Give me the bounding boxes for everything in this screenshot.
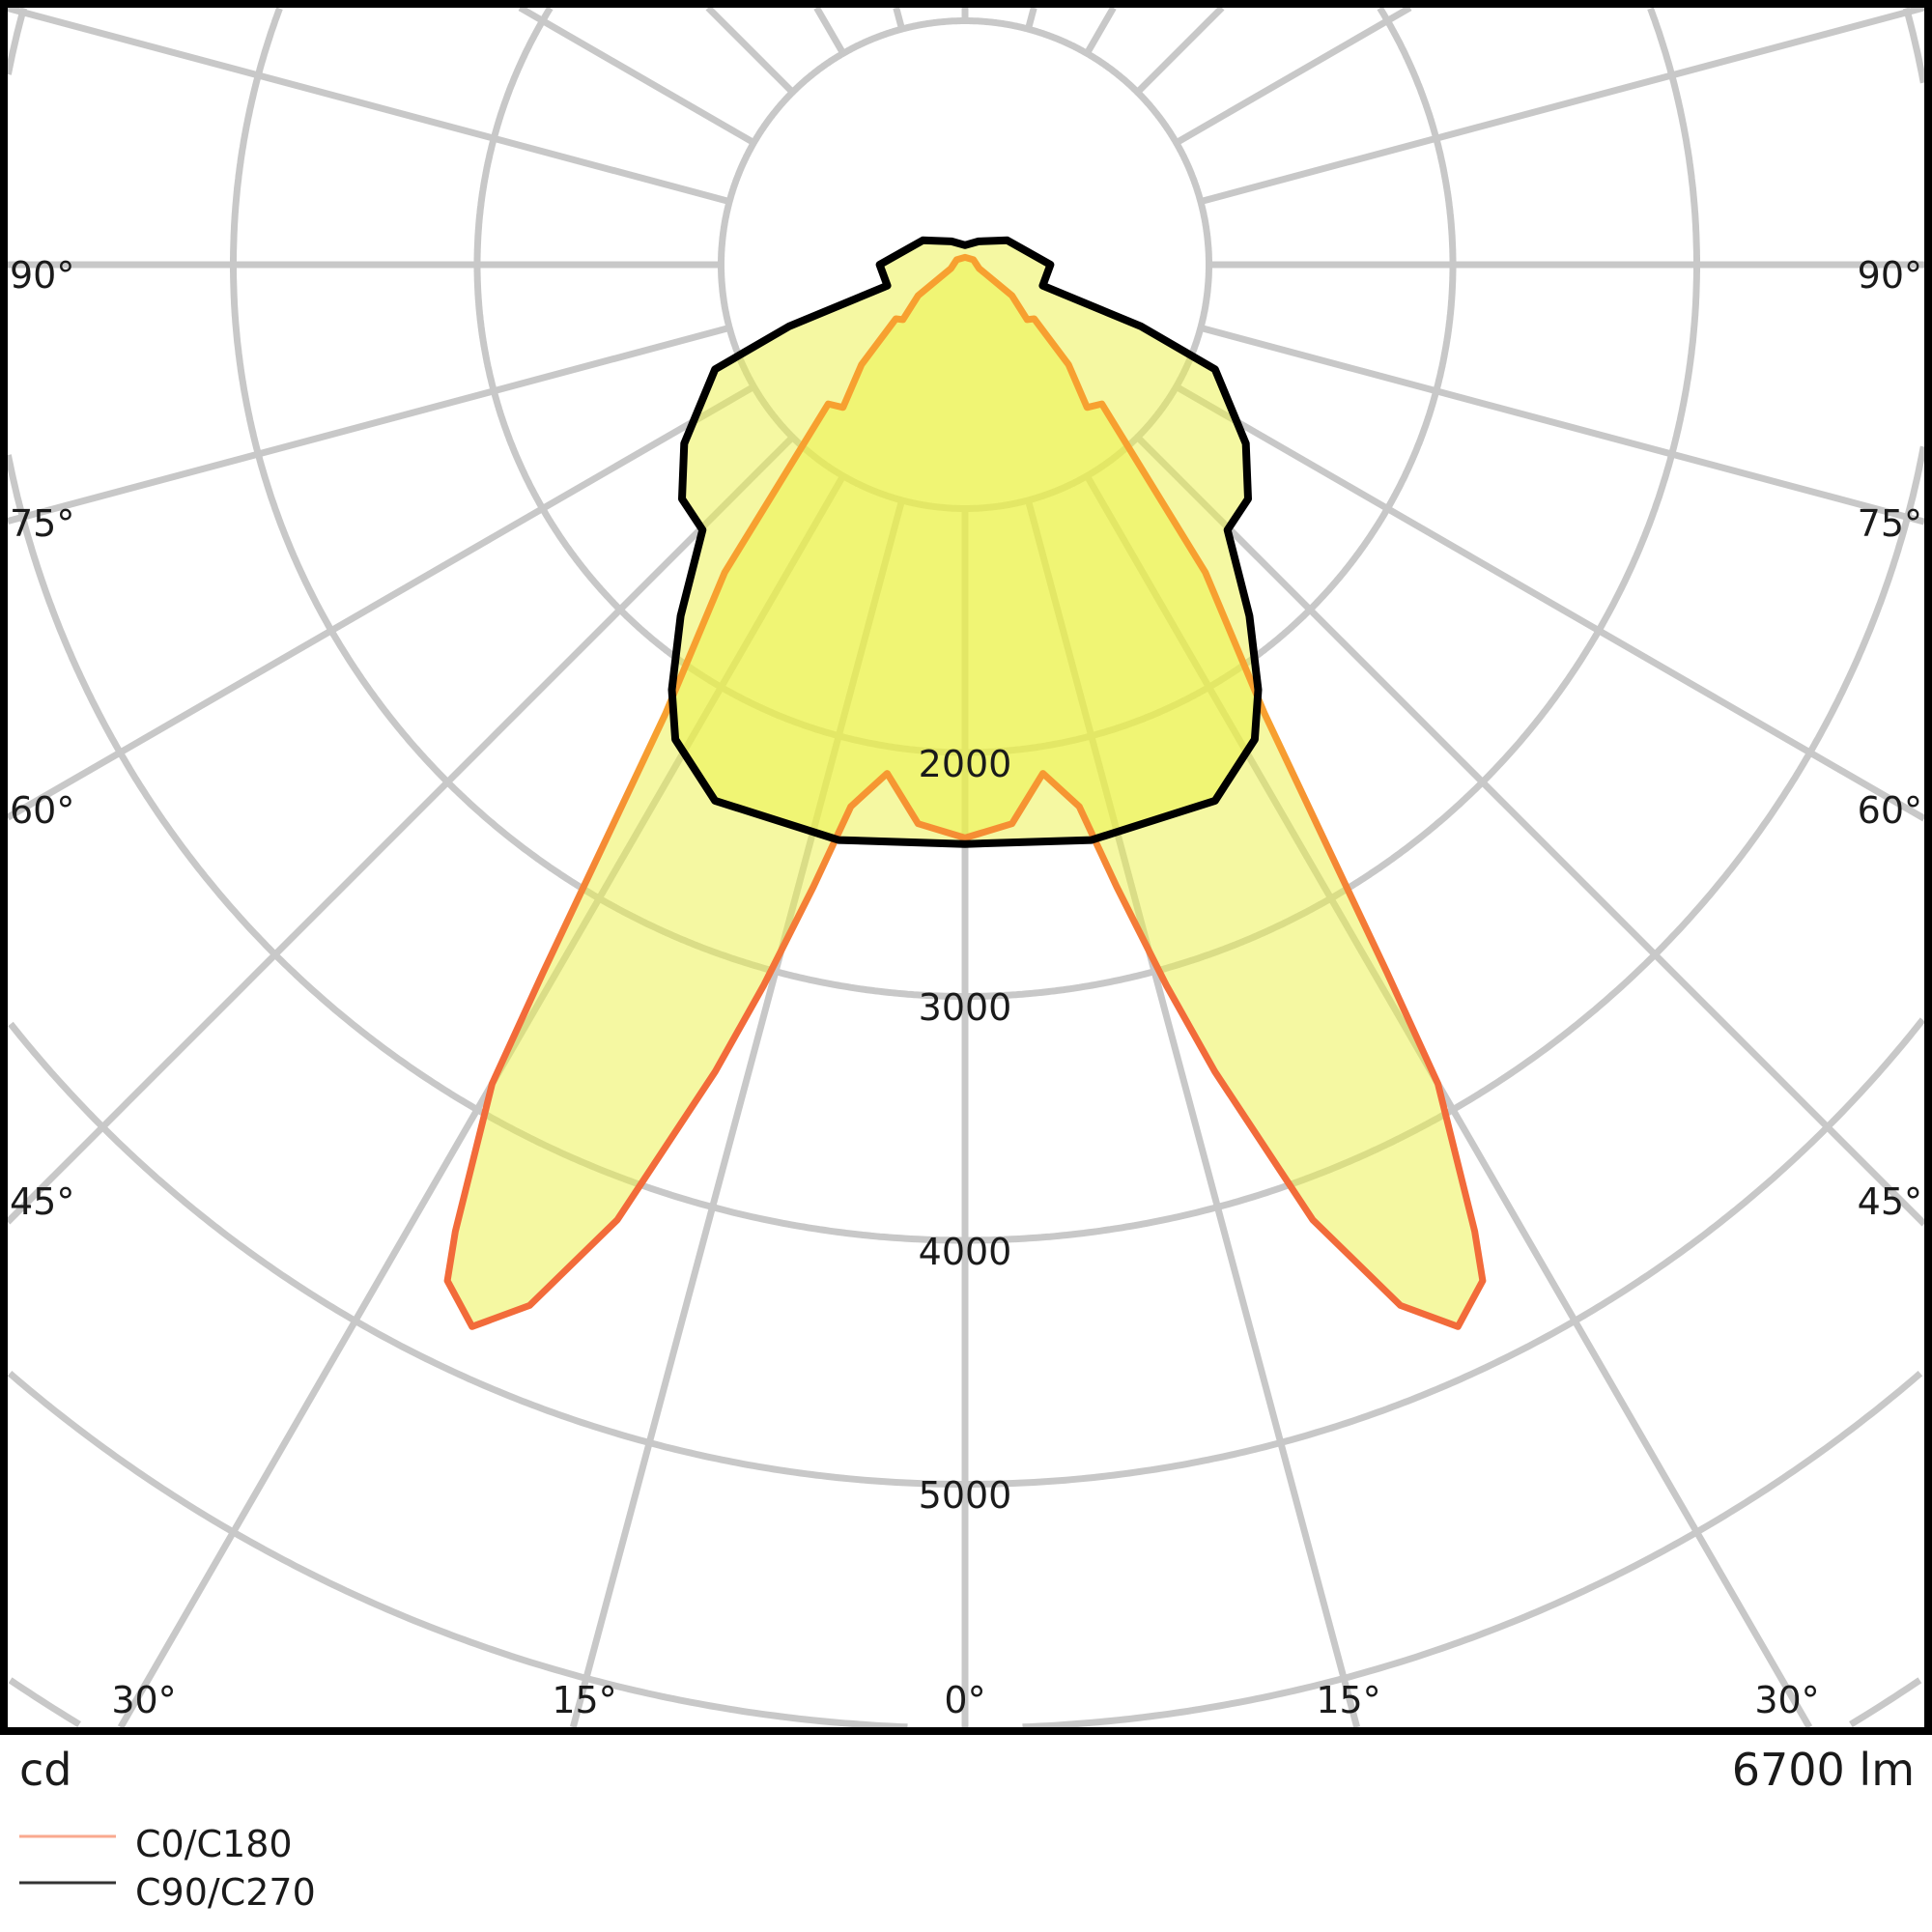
grid-spoke <box>1174 8 1412 146</box>
series-fill-1 <box>671 240 1259 844</box>
curves <box>443 236 1487 1330</box>
grid-spoke <box>518 8 756 146</box>
grid-spoke <box>705 8 795 95</box>
grid-spoke <box>1135 435 1924 1227</box>
grid-spoke <box>1199 325 1924 526</box>
angle-label-right-45: 45° <box>1858 1180 1922 1223</box>
grid-spoke <box>8 435 795 1225</box>
grid-spoke <box>8 384 756 821</box>
angle-label-bottom-30-left: 30° <box>111 1679 176 1721</box>
radial-tick-label: 5000 <box>919 1474 1012 1517</box>
angle-label-right-75: 75° <box>1858 502 1922 545</box>
angle-label-left-90: 90° <box>10 254 74 297</box>
angle-label-left-75: 75° <box>10 502 74 545</box>
legend-label-c0: C0/C180 <box>135 1823 293 1865</box>
grid-ring <box>8 1017 1924 1488</box>
chart-frame <box>0 0 1932 1735</box>
grid-spoke <box>813 8 846 56</box>
grid-spoke <box>1174 384 1924 822</box>
angle-label-bottom-15-right: 15° <box>1316 1679 1380 1721</box>
grid-ring <box>8 8 1924 1244</box>
angle-label-right-90: 90° <box>1858 254 1922 297</box>
radial-tick-labels: 2000 3000 4000 5000 <box>919 743 1012 1517</box>
grid-spoke <box>1135 8 1225 95</box>
radial-tick-label: 4000 <box>919 1231 1012 1273</box>
angle-label-bottom-15-left: 15° <box>552 1679 616 1721</box>
radial-tick-label: 3000 <box>919 986 1012 1029</box>
grid-ring <box>8 1677 1922 1727</box>
flux-label: 6700 lm <box>1732 1744 1915 1796</box>
angle-label-left-45: 45° <box>10 1180 74 1223</box>
angle-label-bottom-30-right: 30° <box>1754 1679 1819 1721</box>
series-line-c90-c270 <box>668 236 1263 848</box>
grid-ring <box>8 1371 1923 1727</box>
legend-label-c90: C90/C270 <box>135 1871 316 1914</box>
grid-spoke <box>1084 8 1117 56</box>
legend: C0/C180 C90/C270 <box>19 1823 316 1914</box>
series-line-c0-c180 <box>443 253 1487 1330</box>
angle-label-left-60: 60° <box>10 789 74 832</box>
grid-spoke <box>8 325 731 525</box>
grid-spoke <box>1199 8 1924 205</box>
angle-label-bottom-0: 0° <box>944 1679 985 1721</box>
grid-spoke <box>1025 8 1037 31</box>
grid-spoke <box>8 8 731 205</box>
unit-label: cd <box>19 1744 72 1796</box>
grid-spoke <box>893 8 905 31</box>
angle-labels: 90° 75° 60° 45° 90° 75° 60° 45° 30° 15° … <box>10 254 1922 1721</box>
radial-tick-label: 2000 <box>919 743 1012 785</box>
angle-label-right-60: 60° <box>1858 789 1922 832</box>
